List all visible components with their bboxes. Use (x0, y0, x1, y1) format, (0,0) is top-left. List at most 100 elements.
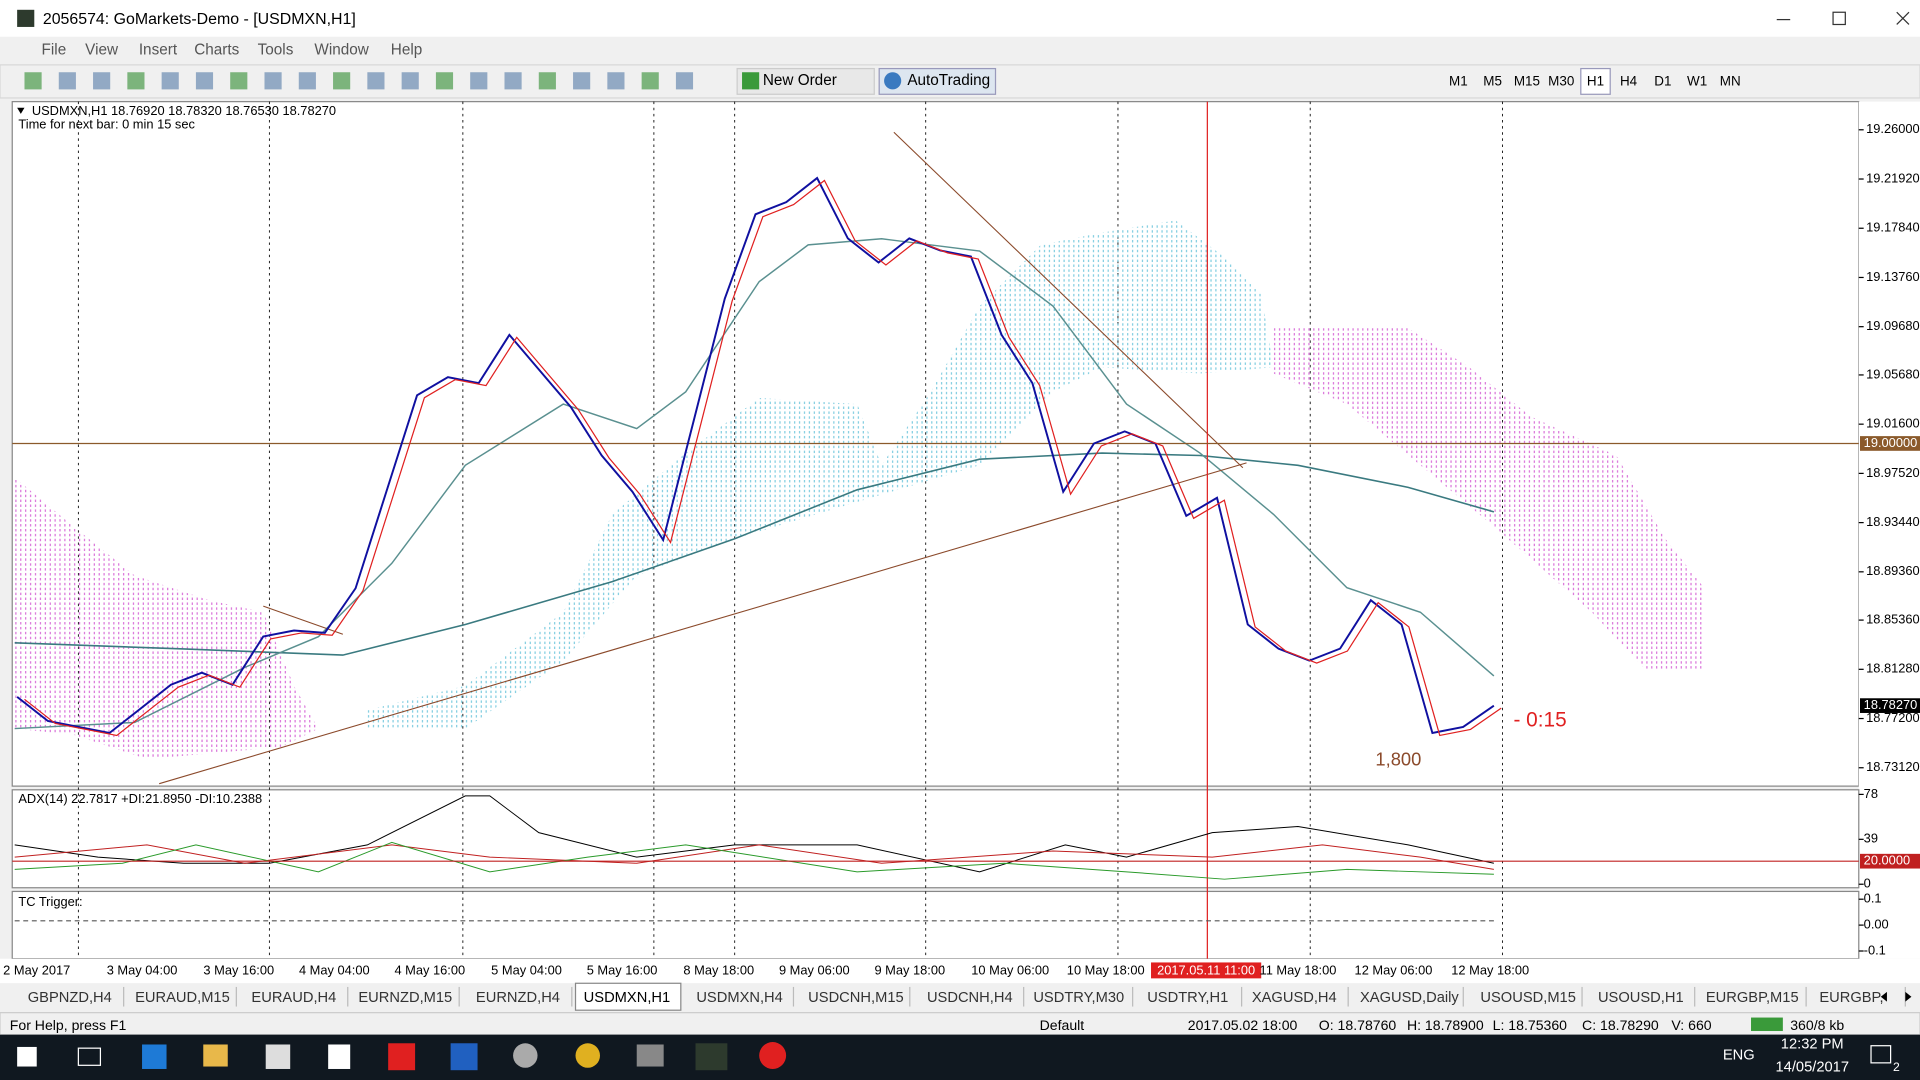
calculator[interactable] (328, 1044, 351, 1069)
x-tick-label: 9 May 18:00 (874, 962, 945, 977)
app[interactable] (759, 1042, 787, 1069)
language[interactable]: ENG (1723, 1047, 1755, 1063)
chart-tab[interactable]: EURNZD,H4 (476, 990, 560, 1006)
timeframe-button[interactable]: M15 (1514, 74, 1540, 89)
x-tick-label: 4 May 16:00 (394, 962, 465, 977)
status-help: For Help, press F1 (10, 1017, 127, 1033)
chart-tab[interactable]: USDMXN,H4 (696, 990, 783, 1006)
start-button[interactable] (17, 1046, 37, 1067)
status-time: 2017.05.02 18:00 (1188, 1017, 1298, 1033)
timeframe-button[interactable]: M5 (1483, 74, 1502, 89)
chart-tab[interactable]: USOUSD,M15 (1480, 990, 1576, 1006)
chrome[interactable] (575, 1043, 600, 1068)
close[interactable] (1896, 11, 1910, 25)
bid-label: 18.78270 (1864, 697, 1918, 712)
y-tick-label: 19.13760 (1866, 269, 1920, 284)
menu-item[interactable]: Insert (139, 41, 178, 58)
volume-annotation: 1,800 (1375, 748, 1421, 769)
chart-tab[interactable]: EURGBP,M15 (1706, 990, 1799, 1006)
next-bar-timer: Time for next bar: 0 min 15 sec (18, 116, 195, 131)
x-tick-label: 5 May 16:00 (587, 962, 658, 977)
chart-tab[interactable]: XAGUSD,Daily (1360, 990, 1459, 1006)
toolbar-icon[interactable] (435, 72, 454, 90)
y-tick-label: 18.93440 (1866, 514, 1920, 529)
dropdown (17, 107, 25, 114)
chart-tab[interactable]: EURNZD,M15 (358, 990, 452, 1006)
toolbar-icon[interactable] (573, 72, 591, 90)
chart-tab[interactable]: USDMXN,H1 (584, 990, 671, 1006)
app-k[interactable] (388, 1043, 416, 1071)
timeframe-button[interactable]: M30 (1548, 74, 1574, 89)
toolbar-icon[interactable] (470, 72, 488, 90)
toolbar-icon[interactable] (58, 72, 76, 90)
app[interactable] (513, 1043, 538, 1068)
toolbar-icon[interactable] (93, 72, 111, 90)
explorer[interactable] (203, 1044, 228, 1067)
di-minus (14, 841, 1494, 880)
toolbar-icon[interactable] (230, 72, 248, 90)
toolbar-icon[interactable] (333, 72, 351, 90)
task-view[interactable] (77, 1047, 102, 1066)
menu-item[interactable]: Tools (258, 41, 294, 58)
status-low: L: 18.75360 (1493, 1017, 1568, 1033)
y-tick-label: 18.85360 (1866, 611, 1920, 626)
cloud (367, 220, 1274, 729)
chart-tab[interactable]: EURAUD,H4 (251, 990, 336, 1006)
maximize[interactable] (1832, 11, 1846, 26)
timeframe-button[interactable]: M1 (1449, 74, 1468, 89)
toolbar-icon[interactable] (641, 72, 659, 90)
new-order-button[interactable] (736, 67, 875, 95)
toolbar-icon[interactable] (401, 72, 419, 90)
window-title: 2056574: GoMarkets-Demo - [USDMXN,H1] (43, 11, 356, 28)
y-tick-label: 39 (1864, 831, 1878, 846)
chart-tab[interactable]: XAGUSD,H4 (1252, 990, 1337, 1006)
edge[interactable] (142, 1044, 167, 1069)
timeframe-button[interactable]: H1 (1587, 74, 1604, 89)
toolbar-icon[interactable] (504, 72, 522, 90)
notifications-icon[interactable] (1870, 1045, 1892, 1064)
menu-item[interactable]: File (42, 41, 67, 58)
tab-scroll-left[interactable] (1880, 991, 1887, 1002)
toolbar-icon[interactable] (24, 72, 42, 90)
menu-item[interactable]: Charts (194, 41, 239, 58)
toolbar-icon[interactable] (298, 72, 316, 90)
toolbar-icon[interactable] (161, 72, 179, 90)
security[interactable] (450, 1043, 478, 1071)
menu-item[interactable]: View (85, 41, 119, 58)
toolbar-icon[interactable] (675, 72, 694, 90)
adx-level-tag (1860, 853, 1920, 869)
menu-item[interactable]: Window (314, 41, 369, 58)
chart-tab[interactable]: EURGBP, (1819, 990, 1883, 1006)
toolbar-icon[interactable] (264, 72, 282, 90)
store[interactable] (265, 1044, 291, 1069)
toolbar-icon[interactable] (538, 72, 556, 90)
toolbar-icon[interactable] (367, 72, 385, 90)
di-plus (14, 844, 1494, 870)
menu-item[interactable]: Help (391, 41, 422, 58)
timeframe-button[interactable]: H4 (1620, 74, 1638, 89)
chart-tab[interactable]: USDCNH,M15 (808, 990, 903, 1006)
timeframe-button[interactable]: D1 (1654, 74, 1671, 89)
toolbar-icon[interactable] (195, 72, 214, 90)
toolbar-icon[interactable] (127, 72, 145, 90)
tab-scroll-right[interactable] (1905, 991, 1912, 1002)
y-tick-label: 78 (1864, 786, 1878, 801)
y-tick-label: 19.09680 (1866, 318, 1920, 333)
trendline (263, 605, 344, 635)
app-icon (17, 9, 35, 27)
chart-tab[interactable]: GBPNZD,H4 (28, 990, 112, 1006)
chart-tab[interactable]: EURAUD,M15 (135, 990, 230, 1006)
chart-tab[interactable]: USDCNH,H4 (927, 990, 1013, 1006)
camera[interactable] (636, 1044, 664, 1067)
level-tag (1860, 436, 1920, 451)
chart-tab[interactable]: USDTRY,H1 (1147, 990, 1228, 1006)
timeframe-button[interactable]: W1 (1687, 74, 1707, 89)
chart-tab[interactable]: USOUSD,H1 (1598, 990, 1684, 1006)
clock-time[interactable]: 12:32 PM (1781, 1036, 1844, 1052)
clock-date[interactable]: 14/05/2017 (1775, 1060, 1849, 1076)
timeframe-button[interactable]: MN (1720, 74, 1741, 89)
toolbar-icon[interactable] (607, 72, 625, 90)
traffic-icon (1751, 1017, 1783, 1032)
metatrader[interactable] (695, 1043, 728, 1071)
chart-tab[interactable]: USDTRY,M30 (1033, 990, 1124, 1006)
